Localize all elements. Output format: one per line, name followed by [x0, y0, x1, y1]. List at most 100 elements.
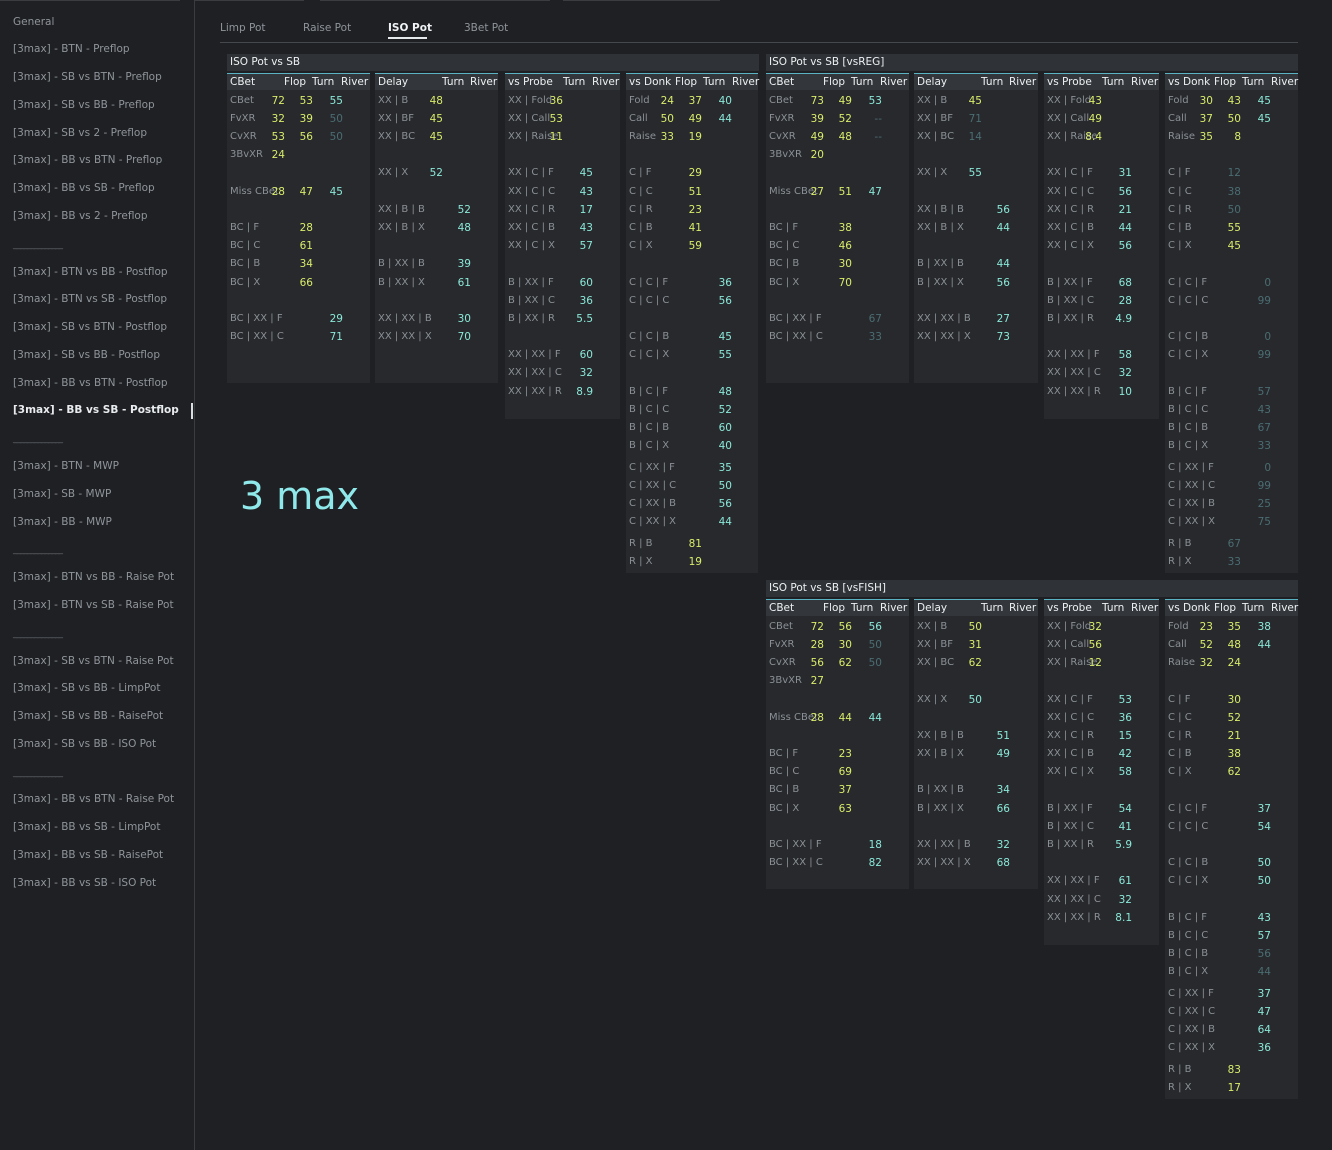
stat-value[interactable]: 38 [838, 221, 852, 234]
stat-value[interactable]: 45 [1227, 239, 1241, 252]
stat-value[interactable]: 48 [718, 385, 732, 398]
stat-value[interactable]: 27 [996, 312, 1010, 325]
stat-value[interactable]: 33 [1257, 439, 1271, 452]
stat-value[interactable]: 61 [299, 239, 313, 252]
stat-value[interactable]: 5.5 [576, 312, 593, 325]
stat-value[interactable]: 29 [688, 166, 702, 179]
stat-value[interactable]: 12 [1088, 656, 1102, 669]
stat-value[interactable]: 42 [1118, 747, 1132, 760]
sidebar-item-3max-bb-vs-sb-postflop[interactable]: [3max] - BB vs SB - Postflop [13, 404, 179, 416]
stat-value[interactable]: 62 [968, 656, 982, 669]
stat-value[interactable]: 47 [868, 185, 882, 198]
stat-value[interactable]: 39 [810, 112, 824, 125]
stat-value[interactable]: 36 [1118, 711, 1132, 724]
stat-value[interactable]: 44 [1257, 965, 1271, 978]
stat-value[interactable]: 33 [660, 130, 674, 143]
stat-value[interactable]: 52 [457, 203, 471, 216]
tab-raise-pot[interactable]: Raise Pot [303, 22, 352, 34]
stat-value[interactable]: 73 [810, 94, 824, 107]
stat-value[interactable]: 56 [1257, 947, 1271, 960]
stat-value[interactable]: 48 [429, 94, 443, 107]
stat-value[interactable]: 57 [1257, 385, 1271, 398]
stat-value[interactable]: 32 [1118, 893, 1132, 906]
stat-value[interactable]: 52 [718, 403, 732, 416]
stat-value[interactable]: 51 [996, 729, 1010, 742]
stat-value[interactable]: 71 [968, 112, 982, 125]
stat-value[interactable]: 60 [718, 421, 732, 434]
sidebar-item-3max-sb-vs-bb-limppot[interactable]: [3max] - SB vs BB - LimpPot [13, 682, 161, 694]
stat-value[interactable]: 50 [718, 479, 732, 492]
stat-value[interactable]: -- [874, 112, 882, 125]
stat-value[interactable]: 30 [838, 257, 852, 270]
stat-value[interactable]: 0 [1264, 461, 1271, 474]
stat-value[interactable]: 30 [1199, 94, 1213, 107]
stat-value[interactable]: 43 [1227, 94, 1241, 107]
stat-value[interactable]: 8 [1234, 130, 1241, 143]
stat-value[interactable]: 41 [688, 221, 702, 234]
sidebar-item-3max-bb-vs-sb-raisepot[interactable]: [3max] - BB vs SB - RaisePot [13, 849, 164, 861]
stat-value[interactable]: 55 [718, 348, 732, 361]
sidebar-item-3max-sb-vs-btn-postflop[interactable]: [3max] - SB vs BTN - Postflop [13, 321, 168, 333]
stat-value[interactable]: 54 [1118, 802, 1132, 815]
stat-value[interactable]: 49 [1088, 112, 1102, 125]
stat-value[interactable]: 72 [810, 620, 824, 633]
stat-value[interactable]: 99 [1257, 479, 1271, 492]
sidebar-item-3max-bb-vs-2-preflop[interactable]: [3max] - BB vs 2 - Preflop [13, 210, 148, 222]
stat-value[interactable]: 54 [1257, 820, 1271, 833]
stat-value[interactable]: 34 [299, 257, 313, 270]
stat-value[interactable]: 34 [996, 783, 1010, 796]
stat-value[interactable]: 50 [329, 130, 343, 143]
stat-value[interactable]: 24 [271, 148, 285, 161]
stat-value[interactable]: 8.9 [576, 385, 593, 398]
stat-value[interactable]: 68 [1118, 276, 1132, 289]
stat-value[interactable]: 38 [1227, 185, 1241, 198]
stat-value[interactable]: 32 [1088, 620, 1102, 633]
stat-value[interactable]: 30 [457, 312, 471, 325]
stat-value[interactable]: 21 [1118, 203, 1132, 216]
stat-value[interactable]: 49 [688, 112, 702, 125]
stat-value[interactable]: 55 [329, 94, 343, 107]
stat-value[interactable]: 53 [868, 94, 882, 107]
stat-value[interactable]: 23 [1199, 620, 1213, 633]
stat-value[interactable]: 62 [838, 656, 852, 669]
stat-value[interactable]: 45 [968, 94, 982, 107]
stat-value[interactable]: 47 [299, 185, 313, 198]
stat-value[interactable]: 43 [1257, 911, 1271, 924]
sidebar-item-3max-btn-preflop[interactable]: [3max] - BTN - Preflop [13, 43, 130, 55]
stat-value[interactable]: 5.9 [1115, 838, 1132, 851]
stat-value[interactable]: 43 [1257, 403, 1271, 416]
stat-value[interactable]: 57 [1257, 929, 1271, 942]
stat-value[interactable]: 37 [838, 783, 852, 796]
tab-limp-pot[interactable]: Limp Pot [220, 22, 266, 34]
stat-value[interactable]: 35 [1227, 620, 1241, 633]
stat-value[interactable]: 25 [1257, 497, 1271, 510]
stat-value[interactable]: 44 [996, 221, 1010, 234]
stat-value[interactable]: 35 [1199, 130, 1213, 143]
stat-value[interactable]: 39 [457, 257, 471, 270]
stat-value[interactable]: 63 [838, 802, 852, 815]
stat-value[interactable]: 24 [1227, 656, 1241, 669]
tab-iso-pot[interactable]: ISO Pot [388, 22, 432, 34]
stat-value[interactable]: 50 [1257, 874, 1271, 887]
sidebar-item-3max-bb-vs-btn-raise-pot[interactable]: [3max] - BB vs BTN - Raise Pot [13, 793, 175, 805]
stat-value[interactable]: 19 [688, 130, 702, 143]
stat-value[interactable]: 49 [810, 130, 824, 143]
stat-value[interactable]: 0 [1264, 276, 1271, 289]
stat-value[interactable]: 83 [1227, 1063, 1241, 1076]
stat-value[interactable]: 47 [1257, 1005, 1271, 1018]
stat-value[interactable]: 28 [299, 221, 313, 234]
stat-value[interactable]: 32 [1199, 656, 1213, 669]
stat-value[interactable]: 99 [1257, 348, 1271, 361]
stat-value[interactable]: 52 [429, 166, 443, 179]
stat-value[interactable]: 12 [1227, 166, 1241, 179]
stat-value[interactable]: 69 [838, 765, 852, 778]
stat-value[interactable]: 31 [1118, 166, 1132, 179]
stat-value[interactable]: 14 [968, 130, 982, 143]
stat-value[interactable]: 43 [579, 185, 593, 198]
sidebar-item-3max-sb-vs-bb-postflop[interactable]: [3max] - SB vs BB - Postflop [13, 349, 160, 361]
stat-value[interactable]: 50 [968, 693, 982, 706]
stat-value[interactable]: 11 [549, 130, 563, 143]
stat-value[interactable]: 64 [1257, 1023, 1271, 1036]
stat-value[interactable]: 58 [1118, 348, 1132, 361]
stat-value[interactable]: 56 [1118, 185, 1132, 198]
